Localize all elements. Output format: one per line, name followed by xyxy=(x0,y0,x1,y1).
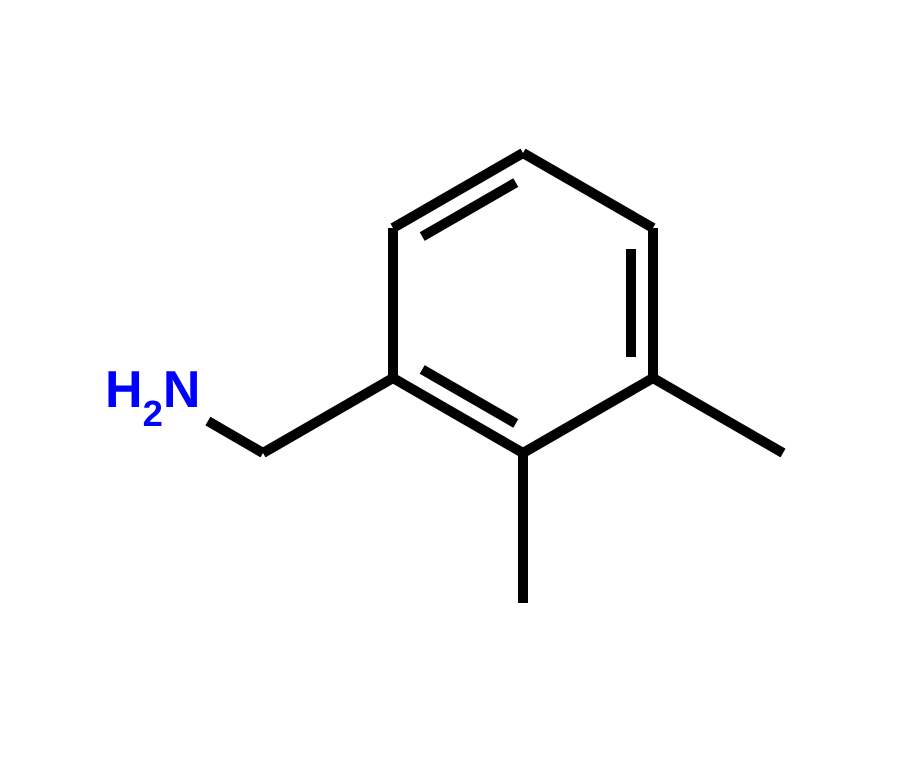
atom-label-n1: H2N xyxy=(105,360,200,427)
molecule-canvas: H2N xyxy=(0,0,897,777)
